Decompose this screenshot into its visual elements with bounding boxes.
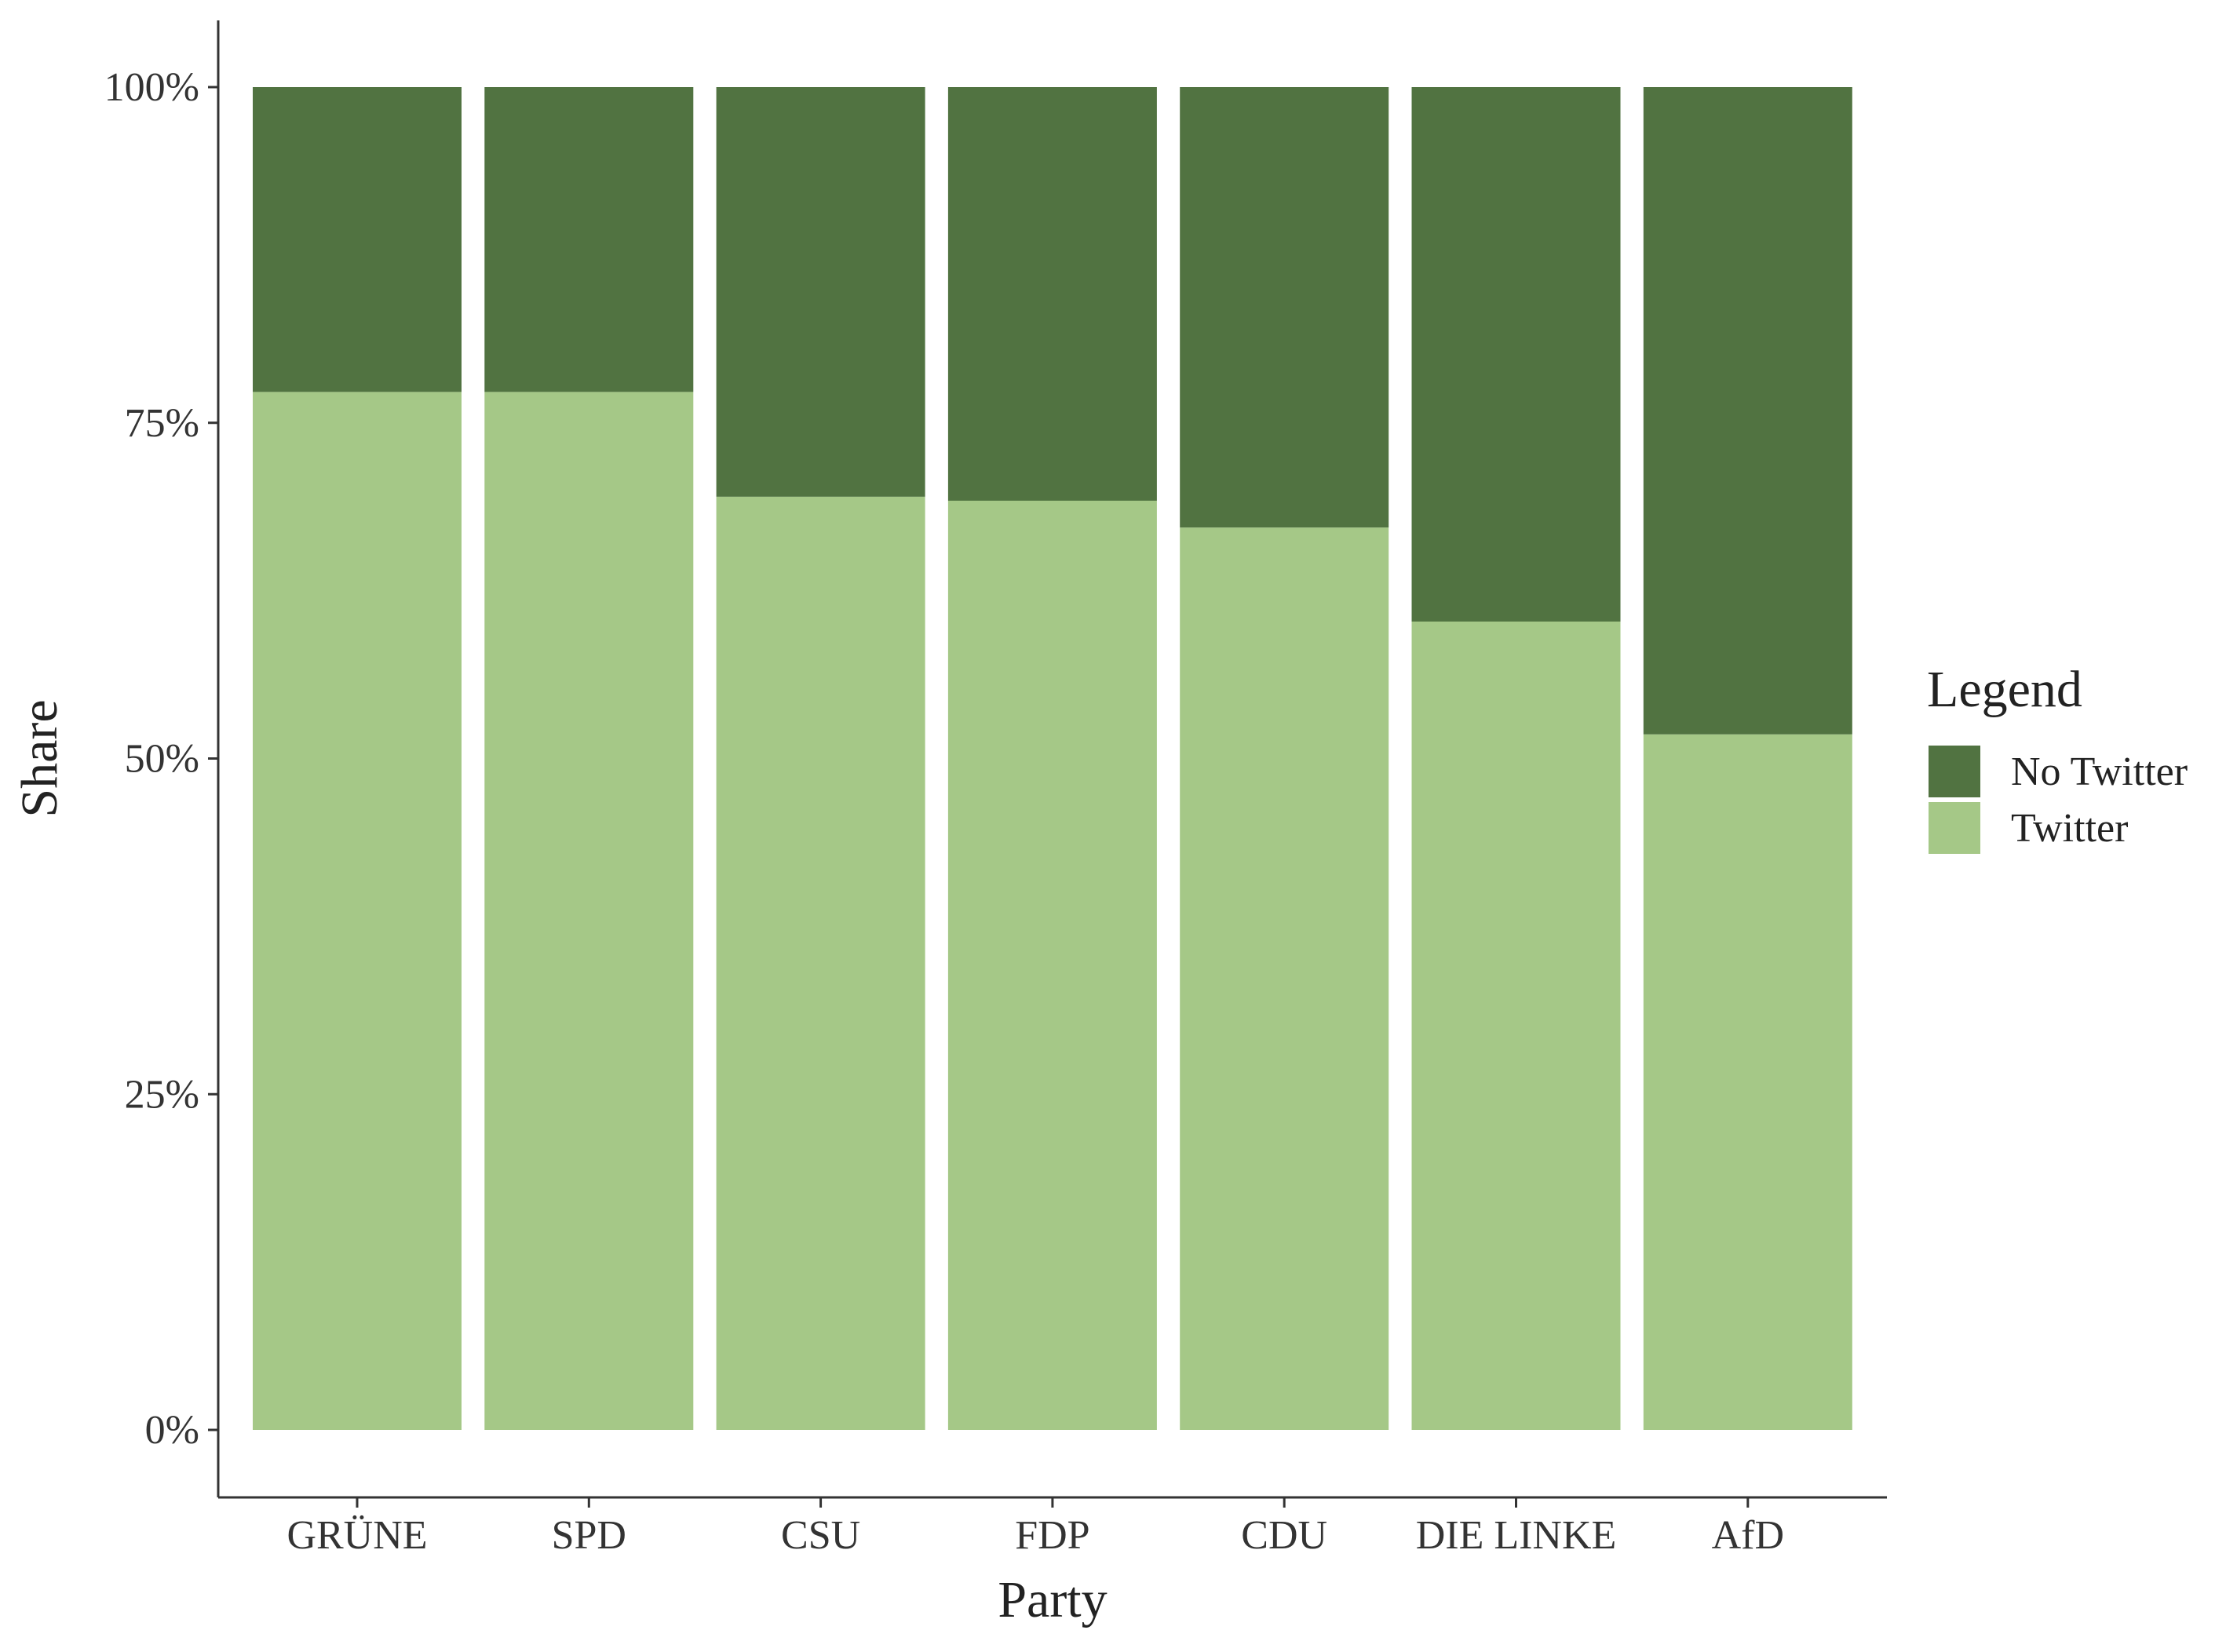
- y-tick-label: 0%: [145, 1408, 199, 1453]
- x-tick-label: FDP: [1015, 1513, 1089, 1558]
- y-ticks: 0% 25% 50% 75% 100%: [104, 65, 218, 1453]
- bar-no-twitter-6: [1643, 87, 1852, 735]
- y-axis-title: Share: [11, 699, 68, 817]
- x-tick-label: CSU: [781, 1513, 860, 1558]
- x-tick-label: AfD: [1712, 1513, 1784, 1558]
- legend-key-twitter: [1929, 802, 1980, 854]
- legend-title: Legend: [1927, 661, 2082, 718]
- x-tick-label: SPD: [552, 1513, 626, 1558]
- y-tick-label: 75%: [125, 401, 199, 446]
- x-tick-label: CDU: [1241, 1513, 1327, 1558]
- bars-layer: [253, 87, 1852, 1431]
- bar-twitter-5: [1411, 622, 1621, 1430]
- bar-twitter-2: [716, 496, 925, 1430]
- bar-no-twitter-2: [716, 87, 925, 497]
- y-tick-label: 50%: [125, 737, 199, 782]
- bar-no-twitter-1: [484, 87, 694, 392]
- y-tick-label: 100%: [104, 65, 199, 110]
- bar-twitter-6: [1643, 734, 1852, 1430]
- bar-twitter-1: [484, 392, 694, 1430]
- legend: Legend No Twitter Twitter: [1927, 661, 2188, 854]
- x-tick-label: GRÜNE: [286, 1513, 427, 1558]
- bar-no-twitter-4: [1180, 87, 1389, 528]
- x-tick-label: DIE LINKE: [1416, 1513, 1617, 1558]
- bar-twitter-4: [1180, 527, 1389, 1431]
- bar-no-twitter-3: [947, 87, 1157, 501]
- x-axis-title: Party: [998, 1571, 1107, 1628]
- legend-label: Twitter: [2011, 806, 2128, 851]
- legend-key-no-twitter: [1929, 746, 1980, 797]
- bar-no-twitter-0: [253, 87, 462, 392]
- y-tick-label: 25%: [125, 1072, 199, 1117]
- bar-twitter-3: [947, 501, 1157, 1430]
- legend-label: No Twitter: [2011, 749, 2188, 794]
- bar-no-twitter-5: [1411, 87, 1621, 622]
- bar-twitter-0: [253, 392, 462, 1430]
- x-ticks: GRÜNE SPD CSU FDP CDU DIE LINKE AfD: [286, 1497, 1784, 1558]
